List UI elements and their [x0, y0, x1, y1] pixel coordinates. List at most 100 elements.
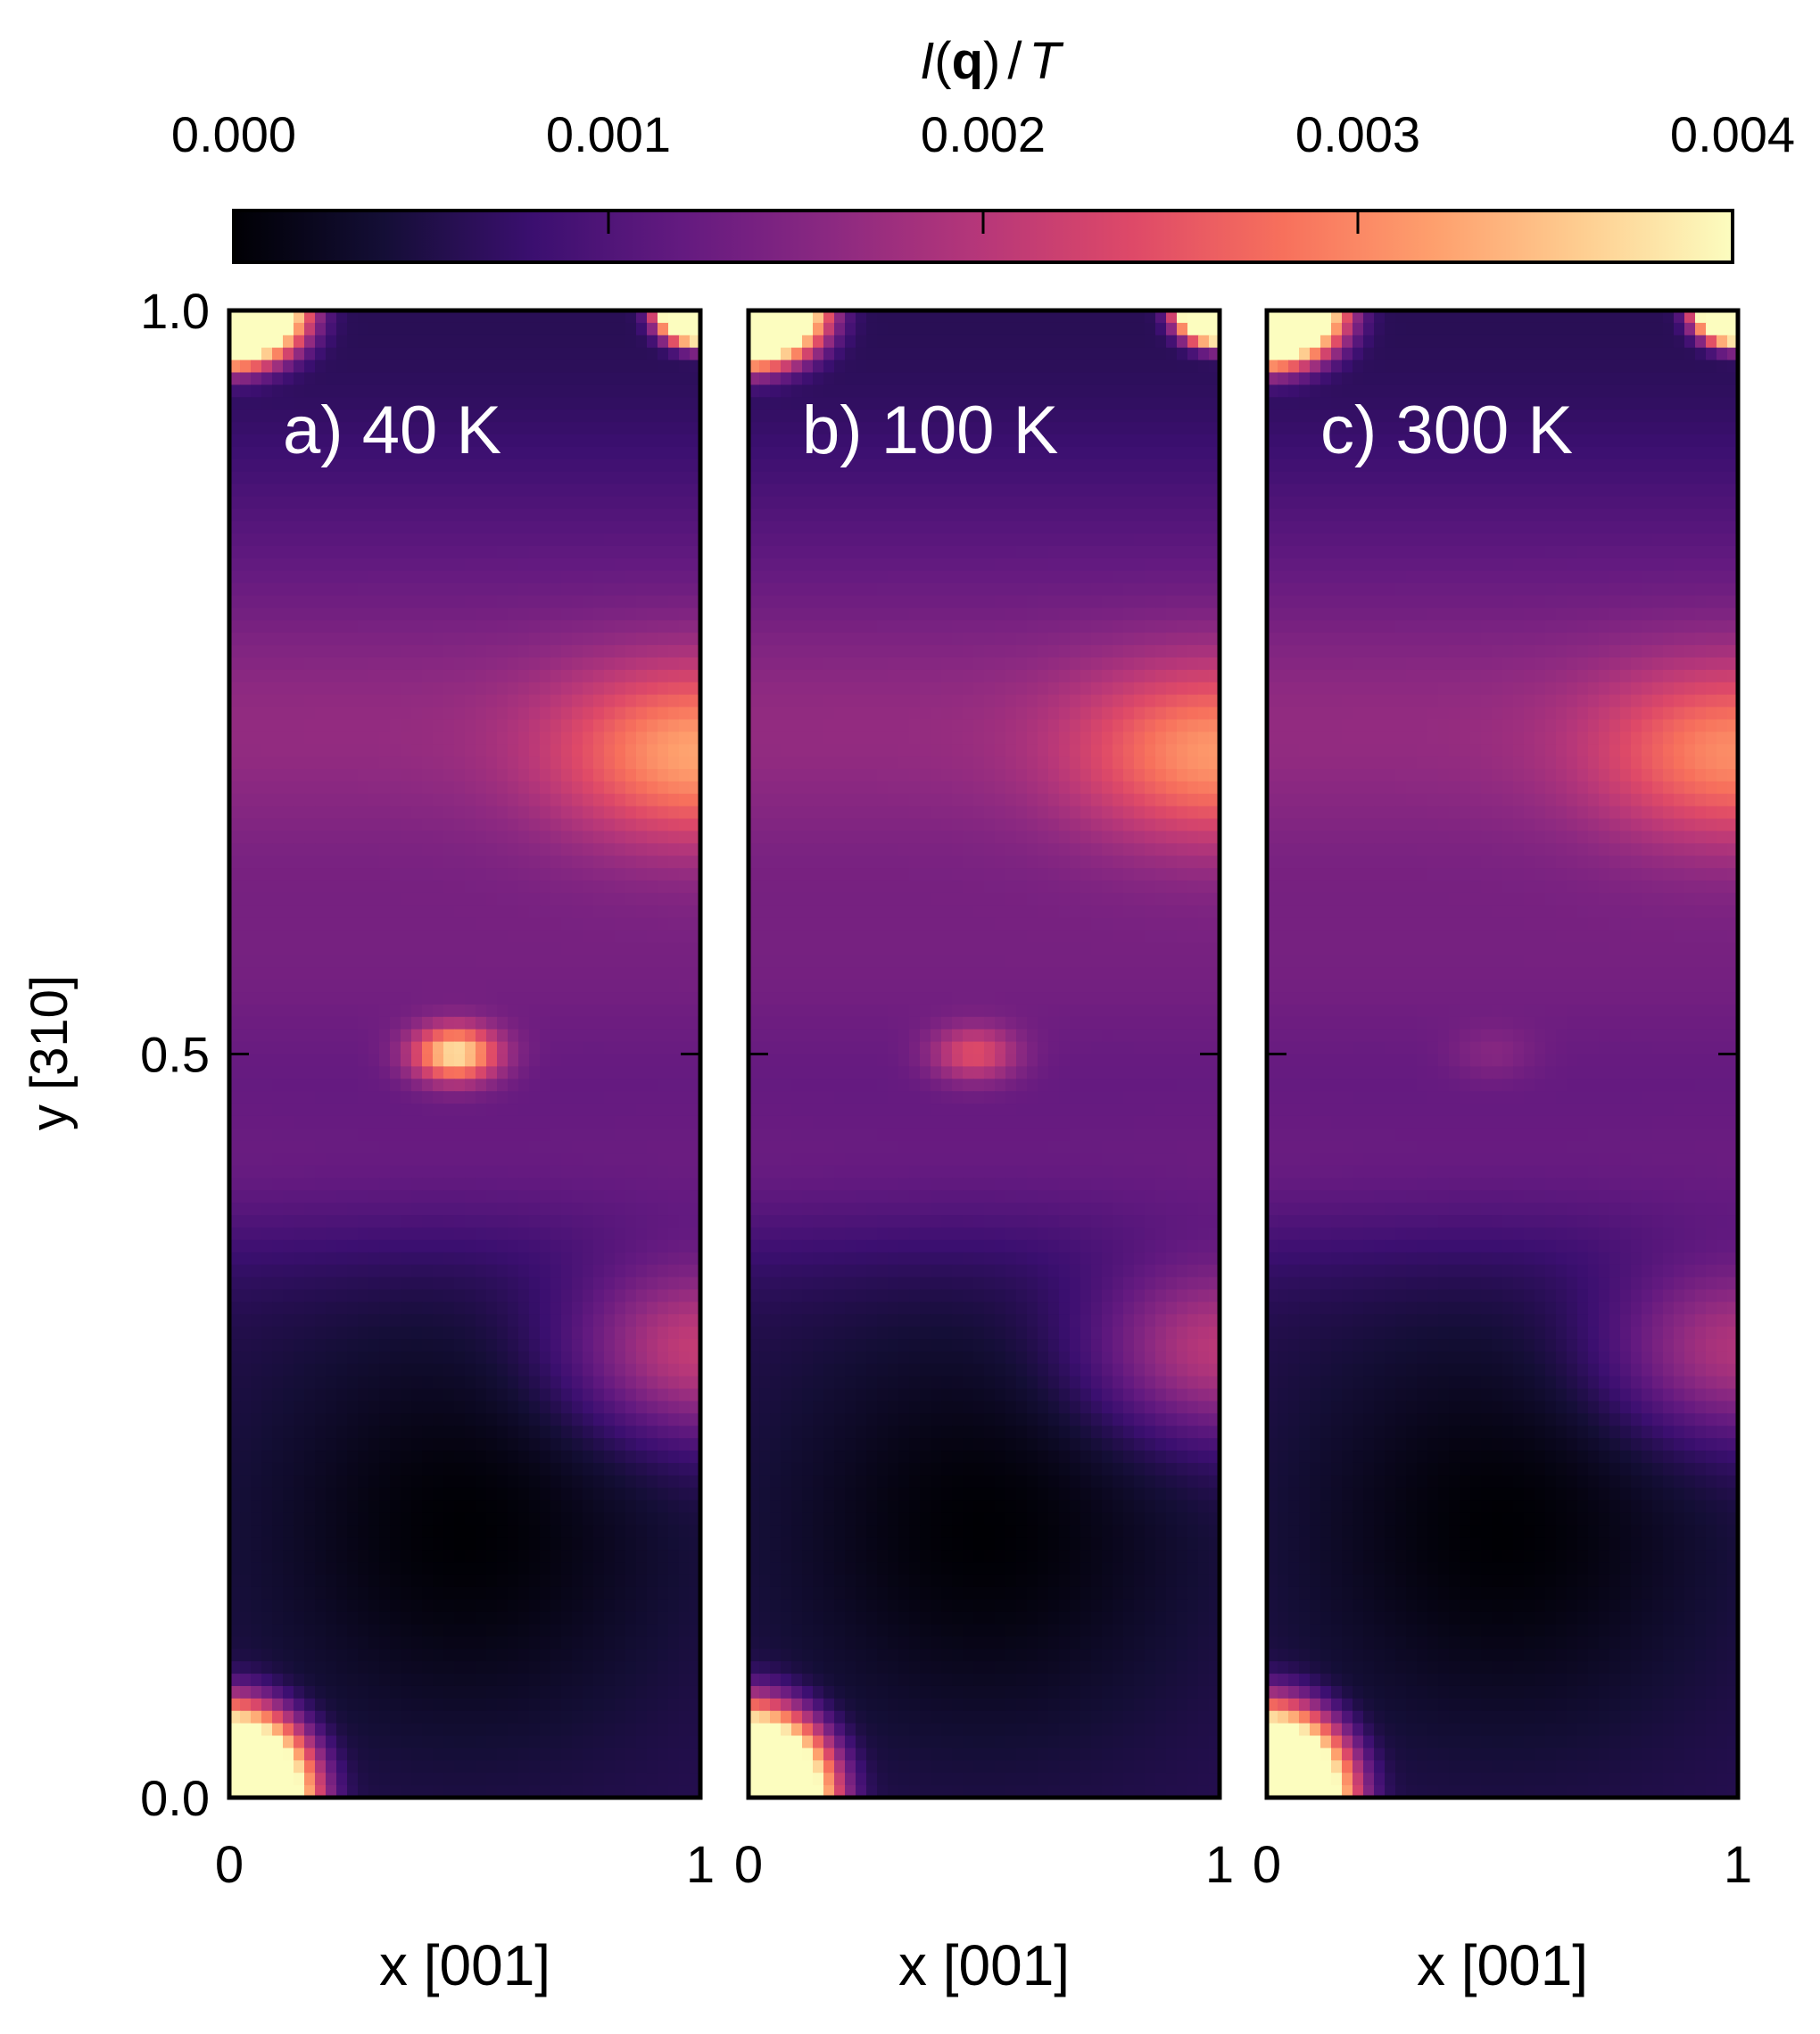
- heatmap-cell: [604, 1066, 616, 1079]
- heatmap-cell: [497, 1314, 509, 1327]
- heatmap-cell: [529, 1599, 541, 1613]
- heatmap-cell: [583, 1500, 594, 1514]
- heatmap-cell: [540, 1475, 551, 1489]
- heatmap-cell: [283, 1388, 294, 1402]
- heatmap-cell: [443, 707, 455, 721]
- heatmap-cell: [625, 620, 637, 633]
- heatmap-cell: [347, 322, 359, 336]
- heatmap-cell: [358, 1016, 369, 1030]
- heatmap-cell: [658, 1500, 669, 1514]
- heatmap-cell: [315, 608, 327, 621]
- heatmap-cell: [294, 310, 305, 324]
- heatmap-cell: [390, 831, 401, 844]
- heatmap-cell: [379, 1289, 391, 1302]
- heatmap-cell: [443, 521, 455, 534]
- heatmap-cell: [454, 892, 466, 906]
- heatmap-cell: [294, 533, 305, 547]
- heatmap-cell: [326, 608, 337, 621]
- heatmap-cell: [390, 533, 401, 547]
- heatmap-cell: [283, 1252, 294, 1266]
- heatmap-cell: [625, 1327, 637, 1340]
- heatmap-cell: [615, 409, 626, 423]
- heatmap-cell: [604, 471, 616, 485]
- heatmap-cell: [508, 1685, 519, 1699]
- heatmap-cell: [411, 1586, 423, 1600]
- heatmap-cell: [529, 1041, 541, 1055]
- heatmap-cell: [476, 1227, 487, 1241]
- heatmap-cell: [690, 360, 701, 374]
- heatmap-cell: [550, 1438, 562, 1451]
- heatmap-cell: [390, 633, 401, 646]
- heatmap-cell: [315, 856, 327, 869]
- heatmap-cell: [615, 1413, 626, 1426]
- heatmap-cell: [604, 1153, 616, 1167]
- heatmap-cell: [379, 1611, 391, 1625]
- heatmap-cell: [326, 1165, 337, 1179]
- heatmap-cell: [615, 1698, 626, 1712]
- heatmap-cell: [486, 757, 498, 770]
- heatmap-cell: [572, 806, 583, 820]
- heatmap-cell: [668, 1016, 680, 1030]
- heatmap-cell: [615, 942, 626, 955]
- heatmap-cell: [358, 1054, 369, 1067]
- heatmap-cell: [593, 1649, 605, 1662]
- heatmap-cell: [625, 1029, 637, 1043]
- heatmap-cell: [368, 1104, 380, 1117]
- heatmap-cell: [443, 1500, 455, 1514]
- heatmap-cell: [625, 1685, 637, 1699]
- heatmap-cell: [304, 1661, 316, 1674]
- heatmap-cell: [358, 694, 369, 708]
- heatmap-cell: [518, 1178, 530, 1191]
- heatmap-cell: [486, 484, 498, 497]
- heatmap-cell: [647, 1165, 658, 1179]
- heatmap-cell: [368, 942, 380, 955]
- heatmap-cell: [572, 1264, 583, 1278]
- heatmap-cell: [401, 1599, 412, 1613]
- heatmap-cell: [508, 905, 519, 919]
- heatmap-cell: [454, 1586, 466, 1600]
- heatmap-cell: [561, 868, 573, 881]
- heatmap-cell: [668, 818, 680, 832]
- heatmap-cell: [625, 1215, 637, 1228]
- heatmap-cell: [315, 1525, 327, 1538]
- heatmap-cell: [561, 955, 573, 968]
- heatmap-cell: [486, 1487, 498, 1501]
- heatmap-cell: [422, 955, 434, 968]
- heatmap-cell: [304, 1140, 316, 1154]
- heatmap-cell: [647, 1550, 658, 1563]
- heatmap-cell: [615, 1115, 626, 1129]
- heatmap-cell: [433, 533, 444, 547]
- heatmap-cell: [625, 1649, 637, 1662]
- heatmap-cell: [593, 1339, 605, 1352]
- heatmap-cell: [294, 1264, 305, 1278]
- heatmap-cell: [550, 682, 562, 696]
- heatmap-cell: [636, 360, 648, 374]
- heatmap-cell: [604, 1475, 616, 1489]
- heatmap-cell: [422, 1091, 434, 1104]
- heatmap-cell: [261, 633, 273, 646]
- heatmap-cell: [283, 310, 294, 324]
- heatmap-cell: [454, 558, 466, 572]
- heatmap-cell: [272, 1079, 284, 1092]
- heatmap-cell: [347, 422, 359, 435]
- heatmap-cell: [529, 732, 541, 745]
- heatmap-cell: [454, 1339, 466, 1352]
- heatmap-cell: [347, 484, 359, 497]
- heatmap-cell: [347, 942, 359, 955]
- heatmap-cell: [529, 1500, 541, 1514]
- heatmap-cell: [529, 422, 541, 435]
- heatmap-cell: [550, 669, 562, 683]
- heatmap-cell: [454, 422, 466, 435]
- heatmap-cell: [636, 322, 648, 336]
- heatmap-cell: [272, 1512, 284, 1526]
- heatmap-cell: [593, 409, 605, 423]
- heatmap-cell: [454, 595, 466, 608]
- heatmap-cell: [390, 1029, 401, 1043]
- heatmap-cell: [615, 422, 626, 435]
- heatmap-cell: [422, 1500, 434, 1514]
- heatmap-cell: [636, 1624, 648, 1638]
- heatmap-cell: [272, 694, 284, 708]
- heatmap-cell: [561, 471, 573, 485]
- heatmap-cell: [529, 1525, 541, 1538]
- heatmap-cell: [615, 521, 626, 534]
